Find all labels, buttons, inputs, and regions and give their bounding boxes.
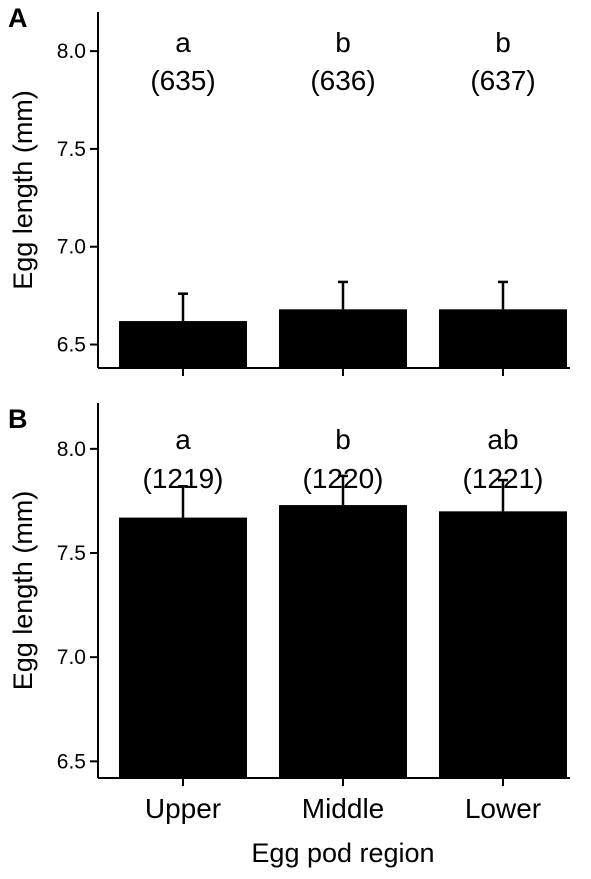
y-tick-label: 7.0 bbox=[57, 646, 86, 669]
y-tick-label: 7.5 bbox=[57, 542, 86, 565]
significance-letter: a bbox=[175, 27, 191, 58]
bar-lower bbox=[439, 309, 567, 368]
sample-size-label: (1219) bbox=[143, 463, 224, 494]
x-axis-title: Egg pod region bbox=[251, 838, 434, 868]
significance-letter: b bbox=[335, 424, 351, 455]
x-tick-label: Lower bbox=[465, 793, 541, 824]
sample-size-label: (1220) bbox=[303, 463, 384, 494]
y-tick-label: 6.5 bbox=[57, 750, 86, 773]
bar-middle bbox=[279, 309, 407, 368]
bar-upper bbox=[119, 321, 247, 368]
x-tick-label: Middle bbox=[302, 793, 384, 824]
y-tick-label: 6.5 bbox=[57, 334, 86, 357]
panel-letter: B bbox=[8, 404, 28, 434]
y-axis-title: Egg length (mm) bbox=[8, 90, 38, 290]
sample-size-label: (637) bbox=[470, 65, 535, 96]
significance-letter: ab bbox=[487, 424, 518, 455]
bar-middle bbox=[279, 505, 407, 778]
bar-lower bbox=[439, 511, 567, 778]
y-tick-label: 7.0 bbox=[57, 236, 86, 259]
panel-letter: A bbox=[8, 3, 28, 33]
y-tick-label: 8.0 bbox=[57, 40, 86, 63]
sample-size-label: (636) bbox=[310, 65, 375, 96]
y-tick-label: 7.5 bbox=[57, 138, 86, 161]
significance-letter: b bbox=[495, 27, 511, 58]
sample-size-label: (1221) bbox=[463, 463, 544, 494]
y-axis-title: Egg length (mm) bbox=[8, 491, 38, 691]
significance-letter: a bbox=[175, 424, 191, 455]
sample-size-label: (635) bbox=[150, 65, 215, 96]
bar-upper bbox=[119, 517, 247, 778]
x-tick-label: Upper bbox=[145, 793, 221, 824]
y-tick-label: 8.0 bbox=[57, 438, 86, 461]
significance-letter: b bbox=[335, 27, 351, 58]
